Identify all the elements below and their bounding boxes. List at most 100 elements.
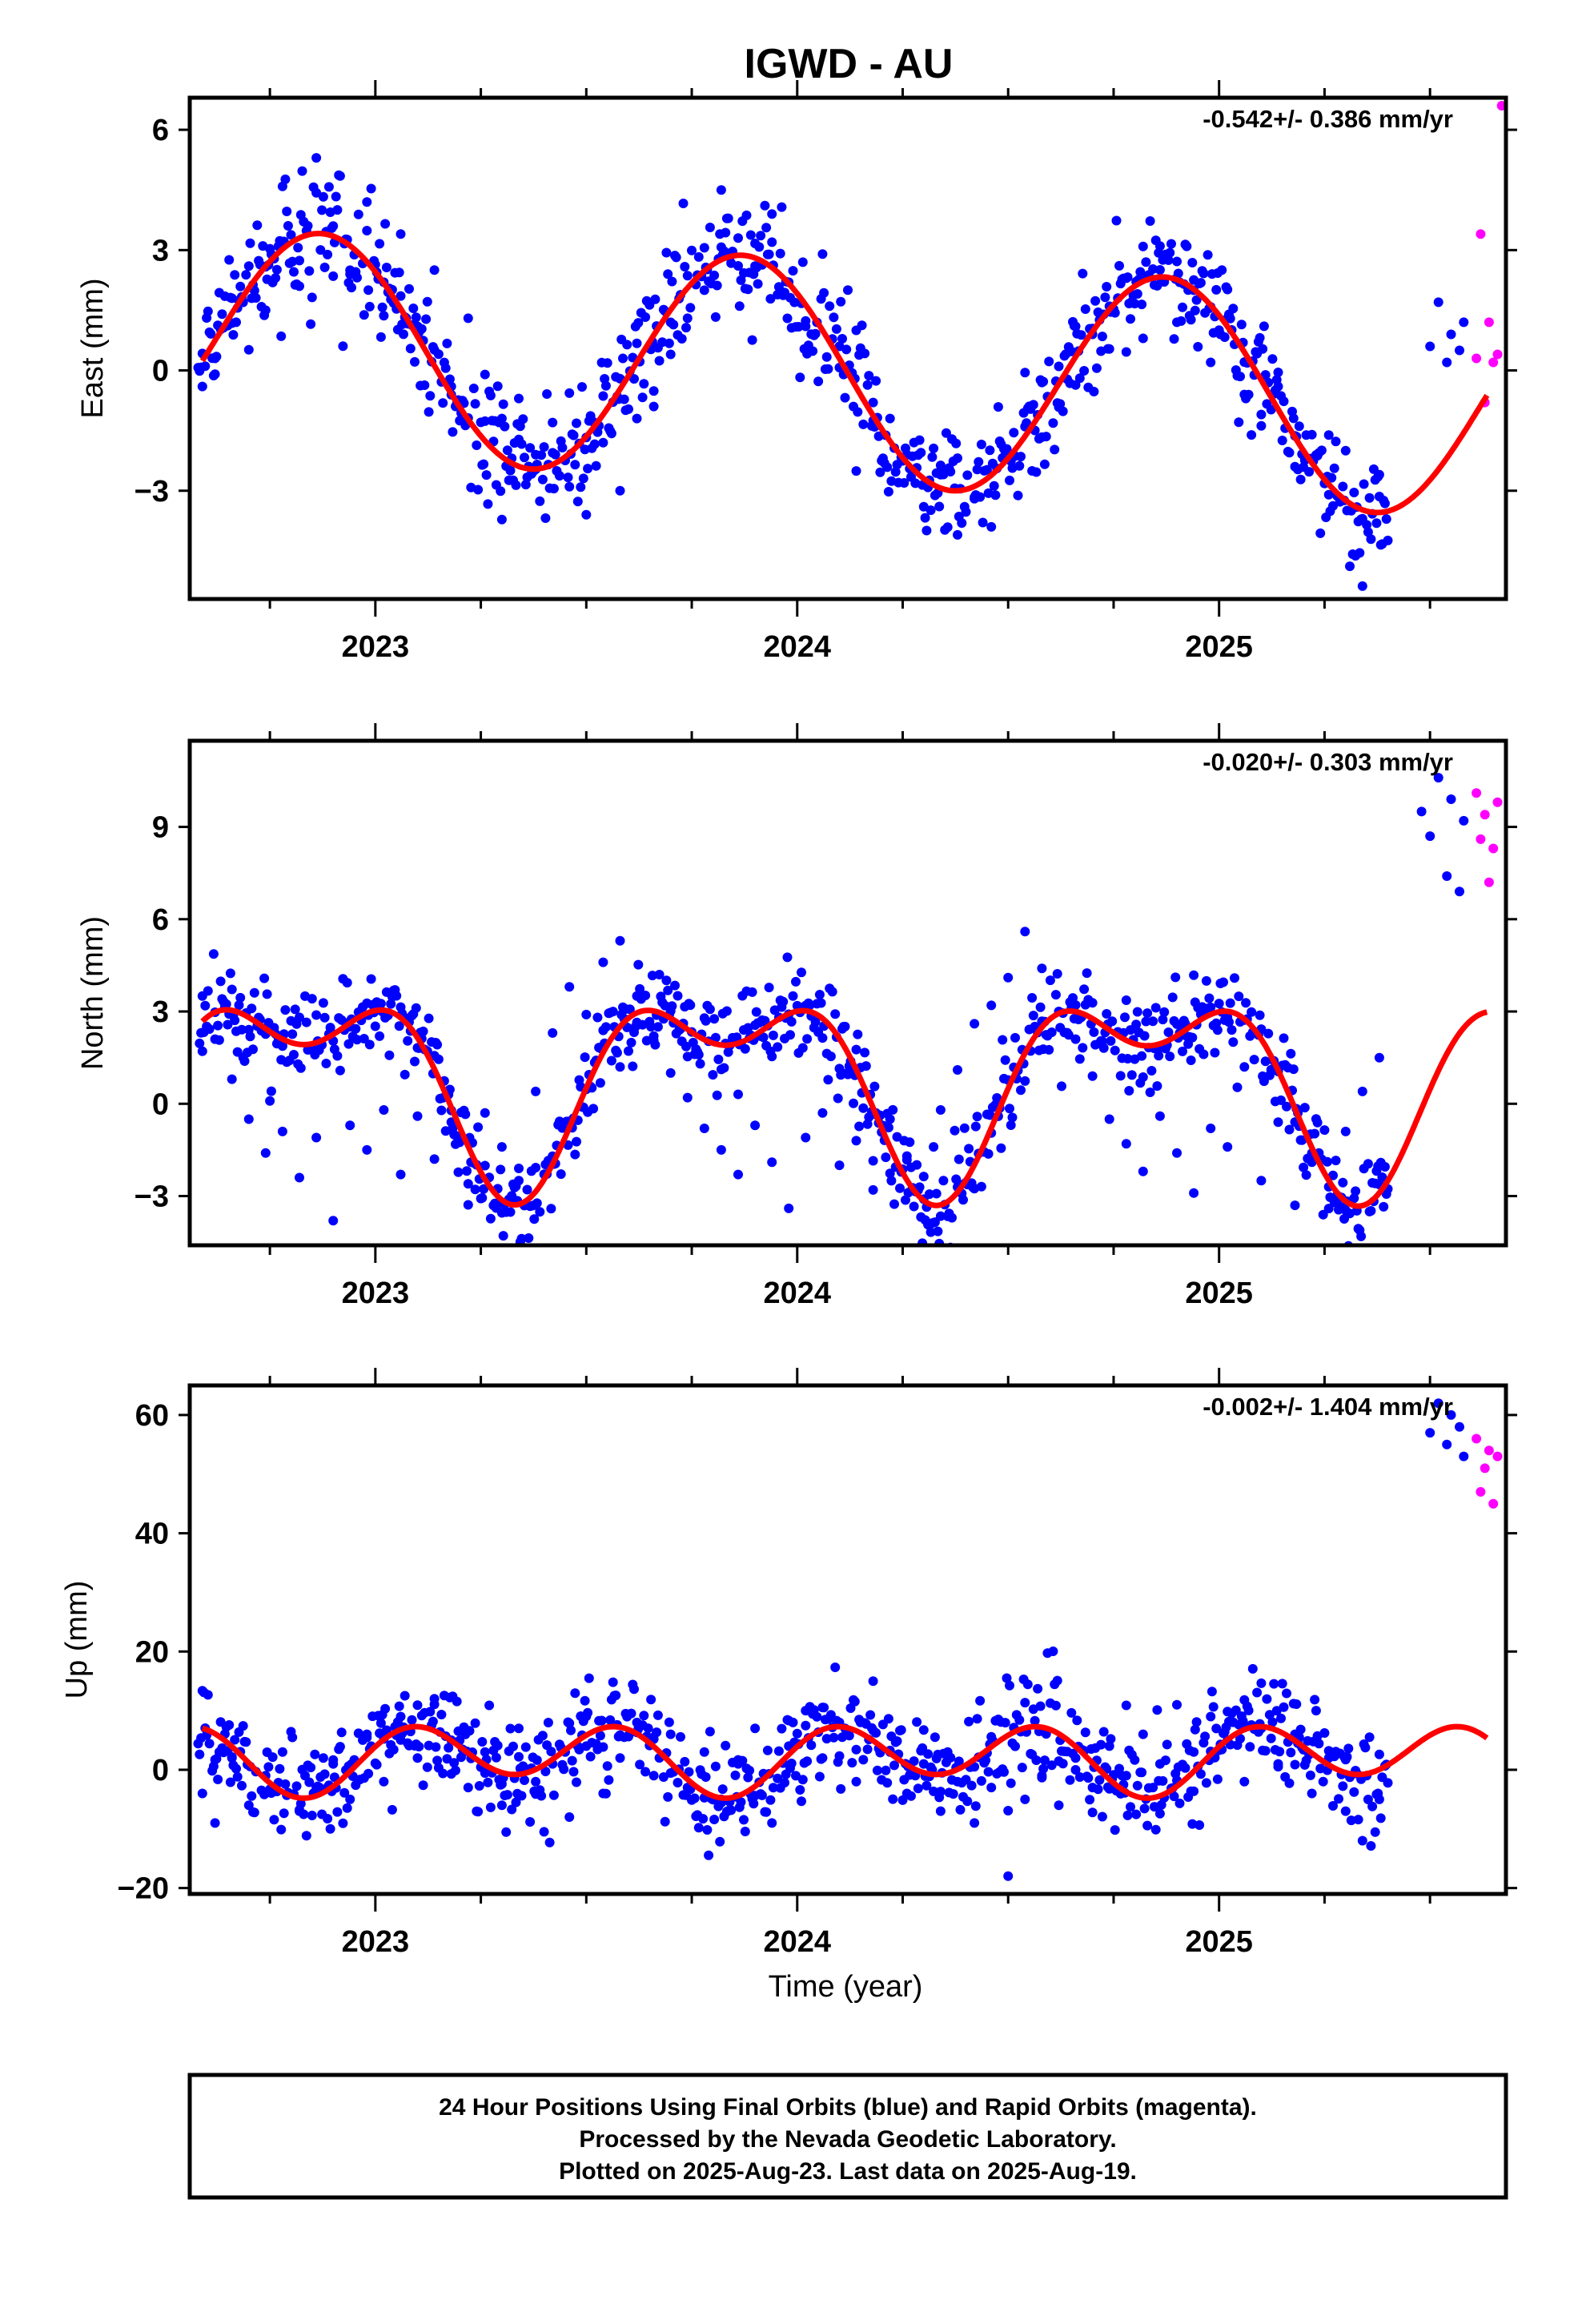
up-final-point — [444, 1743, 454, 1753]
east-final-point — [1091, 363, 1102, 373]
east-final-point — [271, 264, 282, 275]
north-final-point — [213, 1020, 223, 1031]
up-data-point — [531, 1776, 541, 1787]
up-final-point — [464, 1726, 475, 1736]
north-final-series — [197, 773, 1469, 1226]
east-final-point — [1247, 430, 1257, 440]
up-final-point — [1139, 1803, 1150, 1814]
up-final-point — [371, 1759, 382, 1770]
up-final-point — [765, 1795, 776, 1805]
east-data-point — [935, 469, 946, 480]
east-final-point — [927, 452, 938, 462]
east-final-point — [974, 456, 984, 467]
north-final-point — [701, 1015, 711, 1026]
east-final-point — [671, 252, 681, 263]
east-final-point — [712, 280, 722, 291]
up-final-point — [736, 1797, 746, 1807]
east-final-point — [760, 200, 770, 211]
east-final-point — [472, 440, 482, 450]
east-final-point — [705, 223, 715, 232]
up-final-point — [1156, 1799, 1166, 1810]
up-final-point — [1017, 1763, 1027, 1773]
up-final-point — [1235, 1734, 1245, 1744]
north-data-point — [243, 1114, 254, 1124]
east-final-point — [1066, 346, 1077, 356]
north-final-point — [1241, 998, 1251, 1008]
east-final-point — [210, 369, 220, 380]
north-final-point — [816, 998, 826, 1008]
east-final-point — [203, 306, 213, 316]
up-final-point — [1191, 1717, 1202, 1727]
north-final-point — [641, 1035, 652, 1046]
north-final-point — [773, 1042, 783, 1052]
north-final-point — [823, 1075, 833, 1085]
up-final-point — [704, 1850, 714, 1860]
east-final-point — [505, 465, 516, 476]
up-data-point — [851, 1776, 861, 1787]
north-final-point — [400, 1069, 410, 1080]
east-y-tick-label: 3 — [152, 234, 169, 267]
east-final-point — [1148, 264, 1158, 274]
north-final-point — [652, 1022, 663, 1032]
north-final-point — [788, 991, 798, 1001]
north-final-point — [1210, 1047, 1220, 1058]
up-final-point — [428, 1716, 438, 1727]
north-final-point — [1224, 1017, 1234, 1027]
north-final-point — [424, 1013, 434, 1023]
north-data-point — [1273, 1117, 1283, 1128]
east-final-point — [548, 484, 559, 494]
up-final-point — [929, 1786, 939, 1796]
up-final-point — [1383, 1778, 1393, 1788]
east-final-point — [557, 443, 568, 452]
up-final-point — [652, 1710, 663, 1720]
up-final-point — [232, 1771, 243, 1782]
up-final-point — [1310, 1695, 1320, 1705]
up-final-point — [295, 1799, 306, 1809]
north-plot-layer — [195, 773, 1503, 1245]
east-final-point — [1104, 344, 1114, 354]
east-data-point — [564, 481, 575, 492]
up-data-point — [514, 1723, 524, 1734]
north-final-point — [646, 1022, 656, 1032]
east-data-point — [480, 369, 490, 380]
east-final-point — [323, 182, 334, 192]
east-final-point — [331, 191, 341, 202]
north-final-point — [1132, 1007, 1142, 1017]
east-final-point — [422, 296, 432, 307]
east-final-point — [942, 522, 953, 533]
footer-border — [187, 2073, 1508, 2200]
east-final-point — [1186, 315, 1196, 325]
north-final-point — [529, 1214, 540, 1224]
east-final-point — [1154, 265, 1165, 275]
east-data-point — [362, 197, 372, 207]
north-final-point — [259, 973, 270, 983]
up-final-point — [1000, 1718, 1010, 1728]
east-data-point — [243, 261, 254, 271]
up-final-point — [291, 1781, 302, 1791]
east-final-point — [619, 394, 629, 404]
up-final-point — [882, 1778, 893, 1788]
up-data-point — [1138, 1729, 1148, 1739]
north-final-point — [311, 1010, 322, 1020]
up-final-point — [301, 1831, 311, 1841]
up-final-point — [604, 1775, 614, 1785]
up-final-point — [1006, 1778, 1016, 1788]
east-final-point — [1228, 304, 1239, 314]
north-final-point — [221, 999, 231, 1009]
east-final-point — [328, 271, 339, 281]
north-final-point — [462, 1166, 472, 1176]
up-data-point — [868, 1676, 878, 1687]
north-final-point — [633, 959, 644, 970]
up-final-point — [203, 1690, 213, 1700]
east-final-point — [723, 213, 733, 223]
north-final-point — [647, 971, 657, 981]
up-final-point — [1364, 1732, 1375, 1743]
north-final-point — [370, 1021, 380, 1031]
east-final-point — [405, 344, 416, 354]
east-final-point — [564, 388, 575, 398]
up-data-point — [480, 1747, 490, 1757]
north-data-point — [1488, 843, 1499, 854]
north-data-point — [396, 1169, 406, 1180]
up-final-point — [544, 1837, 555, 1848]
up-final-point — [1195, 1820, 1205, 1830]
